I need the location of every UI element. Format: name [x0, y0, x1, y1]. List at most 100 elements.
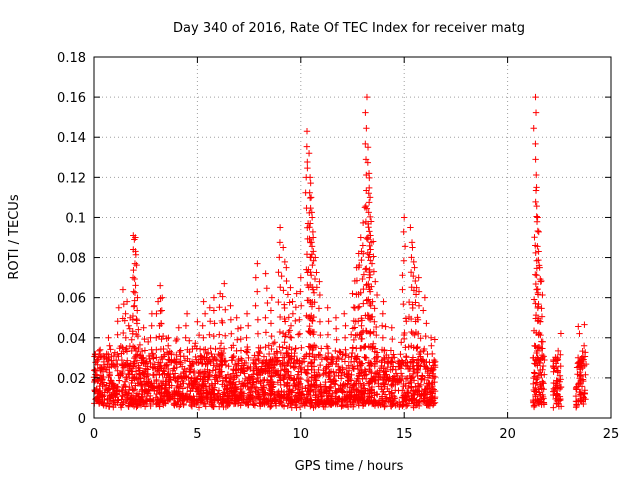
data-point — [264, 299, 271, 307]
background-point — [381, 391, 389, 398]
data-point — [254, 316, 262, 323]
data-point — [183, 310, 191, 317]
data-point — [579, 347, 586, 355]
background-point — [189, 397, 197, 404]
background-point — [140, 368, 148, 376]
background-point — [281, 339, 288, 346]
background-point — [245, 354, 252, 362]
background-point — [405, 397, 413, 404]
background-point — [536, 381, 544, 388]
background-point — [256, 394, 264, 402]
background-point — [115, 377, 123, 384]
background-point — [391, 354, 398, 361]
background-point — [179, 377, 186, 385]
background-point — [120, 360, 127, 368]
background-point — [337, 375, 345, 382]
background-point — [373, 349, 381, 356]
background-point — [343, 394, 350, 402]
data-point — [366, 242, 373, 250]
background-point — [403, 354, 410, 361]
data-point — [532, 140, 539, 148]
data-point — [364, 159, 372, 166]
background-point — [188, 382, 195, 389]
data-point — [532, 280, 540, 288]
background-point — [390, 397, 397, 405]
data-point — [534, 227, 541, 235]
data-point — [308, 243, 316, 250]
background-point — [171, 388, 178, 396]
background-point — [101, 353, 108, 361]
background-point — [323, 399, 331, 406]
background-point — [111, 349, 119, 356]
data-point — [532, 187, 540, 194]
background-point — [391, 394, 399, 402]
background-point — [345, 367, 353, 374]
background-point — [96, 365, 104, 372]
data-point — [216, 304, 223, 311]
background-point — [296, 394, 303, 402]
data-point — [409, 244, 416, 251]
background-point — [225, 363, 232, 370]
background-point — [302, 397, 309, 405]
background-point — [97, 387, 104, 394]
background-point — [247, 363, 254, 371]
data-point — [159, 332, 167, 340]
background-point — [154, 396, 161, 403]
background-point — [272, 396, 279, 403]
background-point — [114, 399, 121, 406]
background-point — [429, 375, 437, 382]
data-points — [90, 93, 590, 411]
background-point — [352, 355, 360, 362]
background-point — [423, 399, 430, 407]
background-point — [353, 377, 360, 385]
data-point — [387, 347, 395, 354]
background-point — [344, 395, 352, 403]
data-point — [428, 342, 435, 349]
data-point — [373, 331, 380, 339]
background-point — [540, 386, 547, 393]
data-point — [420, 307, 427, 314]
background-point — [404, 384, 412, 392]
data-point — [369, 298, 376, 305]
background-point — [303, 351, 310, 358]
background-point — [173, 364, 180, 371]
background-point — [267, 390, 274, 398]
background-point — [100, 358, 108, 366]
background-point — [114, 360, 121, 368]
background-point — [417, 348, 424, 356]
background-point — [187, 366, 194, 373]
data-point — [298, 344, 305, 352]
background-point — [131, 360, 138, 367]
background-point — [427, 388, 434, 396]
data-point — [307, 194, 315, 201]
background-point — [211, 353, 218, 361]
background-point — [135, 326, 142, 333]
background-point — [260, 384, 268, 391]
background-point — [269, 357, 276, 364]
data-point — [363, 327, 370, 335]
data-point — [316, 318, 324, 325]
background-point — [384, 363, 391, 371]
background-point — [194, 398, 201, 406]
background-point — [327, 359, 335, 366]
background-point — [231, 391, 238, 399]
background-point — [121, 391, 129, 398]
background-point — [372, 323, 380, 331]
data-point — [310, 248, 317, 255]
background-point — [271, 357, 279, 365]
data-point — [287, 284, 294, 291]
data-point — [429, 350, 436, 358]
background-point — [195, 369, 202, 377]
background-point — [320, 403, 327, 410]
background-point — [180, 368, 187, 376]
data-point — [532, 109, 540, 116]
data-point — [363, 265, 370, 272]
background-point — [100, 379, 108, 386]
background-point — [330, 378, 338, 385]
y-tick-label: 0.16 — [57, 91, 86, 106]
background-point — [323, 390, 331, 397]
data-point — [175, 324, 182, 331]
data-point — [415, 288, 423, 295]
background-point — [114, 367, 121, 374]
background-point — [151, 361, 158, 368]
